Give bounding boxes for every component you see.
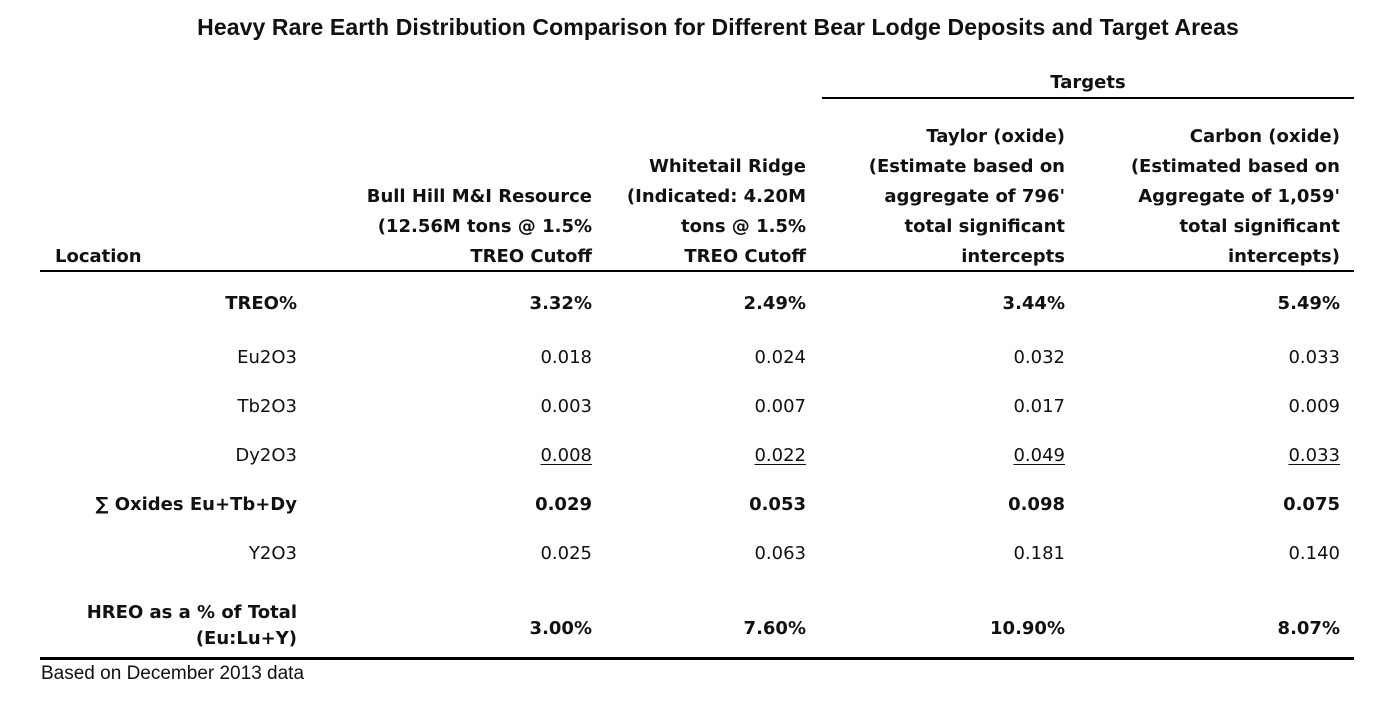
cell-value: 0.008 <box>540 445 592 466</box>
header-carbon-line: (Estimated based on <box>1130 156 1340 177</box>
header-rule <box>40 270 1354 272</box>
row-label-y2o3: Y2O3 <box>248 543 297 564</box>
page-title: Heavy Rare Earth Distribution Comparison… <box>197 14 1239 40</box>
cell-taylor: 0.181 <box>1013 543 1065 564</box>
cell-value: 0.033 <box>1288 445 1340 466</box>
header-carbon-line: intercepts) <box>1228 246 1340 267</box>
cell-taylor: 0.032 <box>1013 347 1065 368</box>
header-carbon: Carbon (oxide) (Estimated based on Aggre… <box>1100 122 1340 272</box>
header-bull-hill-line: Bull Hill M&I Resource <box>366 186 592 207</box>
header-taylor-line: Taylor (oxide) <box>926 126 1065 147</box>
cell-value: 0.049 <box>1013 445 1065 466</box>
row-label-hreo: HREO as a % of Total (Eu:Lu+Y) <box>40 600 297 652</box>
cell-whitetail: 0.053 <box>749 494 806 515</box>
cell-bull-hill: 3.00% <box>529 618 592 639</box>
targets-underline <box>822 97 1354 99</box>
bottom-rule <box>40 657 1354 660</box>
header-taylor: Taylor (oxide) (Estimate based on aggreg… <box>836 122 1065 272</box>
header-taylor-line: (Estimate based on <box>868 156 1065 177</box>
cell-taylor: 3.44% <box>1002 293 1065 314</box>
header-taylor-line: aggregate of 796' <box>884 186 1065 207</box>
cell-bull-hill: 0.025 <box>540 543 592 564</box>
header-taylor-line: intercepts <box>961 246 1065 267</box>
cell-bull-hill: 0.008 <box>420 444 592 468</box>
header-whitetail-line: (Indicated: 4.20M <box>626 186 806 207</box>
cell-whitetail: 2.49% <box>743 293 806 314</box>
cell-taylor: 10.90% <box>990 618 1065 639</box>
header-bull-hill-line: TREO Cutoff <box>470 246 592 267</box>
cell-value: 0.022 <box>754 445 806 466</box>
cell-whitetail: 7.60% <box>743 618 806 639</box>
cell-carbon: 0.009 <box>1288 396 1340 417</box>
cell-whitetail: 0.007 <box>754 396 806 417</box>
cell-carbon: 5.49% <box>1277 293 1340 314</box>
cell-bull-hill: 3.32% <box>529 293 592 314</box>
header-bull-hill-line: (12.56M tons @ 1.5% <box>377 216 592 237</box>
row-label-eu2o3: Eu2O3 <box>237 347 297 368</box>
row-label-treo: TREO% <box>225 293 297 314</box>
footnote: Based on December 2013 data <box>41 663 305 684</box>
header-whitetail-line: TREO Cutoff <box>684 246 806 267</box>
header-whitetail-line: Whitetail Ridge <box>648 156 806 177</box>
header-carbon-line: total significant <box>1179 216 1341 237</box>
cell-carbon: 0.075 <box>1283 494 1340 515</box>
cell-taylor: 0.098 <box>1008 494 1065 515</box>
header-whitetail: Whitetail Ridge (Indicated: 4.20M tons @… <box>600 152 806 272</box>
cell-carbon: 0.033 <box>1168 444 1340 468</box>
cell-bull-hill: 0.029 <box>535 494 592 515</box>
cell-carbon: 0.033 <box>1288 347 1340 368</box>
header-whitetail-line: tons @ 1.5% <box>681 216 806 237</box>
cell-whitetail: 0.022 <box>634 444 806 468</box>
cell-whitetail: 0.024 <box>754 347 806 368</box>
row-label-sum-oxides: ∑ Oxides Eu+Tb+Dy <box>95 494 297 515</box>
row-label-dy2o3: Dy2O3 <box>235 445 297 466</box>
header-carbon-line: Carbon (oxide) <box>1189 126 1340 147</box>
cell-taylor: 0.017 <box>1013 396 1065 417</box>
cell-whitetail: 0.063 <box>754 543 806 564</box>
row-label-hreo-line: (Eu:Lu+Y) <box>195 628 297 649</box>
row-label-hreo-line: HREO as a % of Total <box>86 602 297 623</box>
cell-taylor: 0.049 <box>893 444 1065 468</box>
header-bull-hill: Bull Hill M&I Resource (12.56M tons @ 1.… <box>340 182 592 272</box>
header-location: Location <box>55 246 142 267</box>
cell-bull-hill: 0.018 <box>540 347 592 368</box>
cell-carbon: 0.140 <box>1288 543 1340 564</box>
header-taylor-line: total significant <box>904 216 1066 237</box>
cell-bull-hill: 0.003 <box>540 396 592 417</box>
targets-group-header: Targets <box>1050 72 1126 93</box>
cell-carbon: 8.07% <box>1277 618 1340 639</box>
header-carbon-line: Aggregate of 1,059' <box>1138 186 1340 207</box>
row-label-tb2o3: Tb2O3 <box>237 396 298 417</box>
